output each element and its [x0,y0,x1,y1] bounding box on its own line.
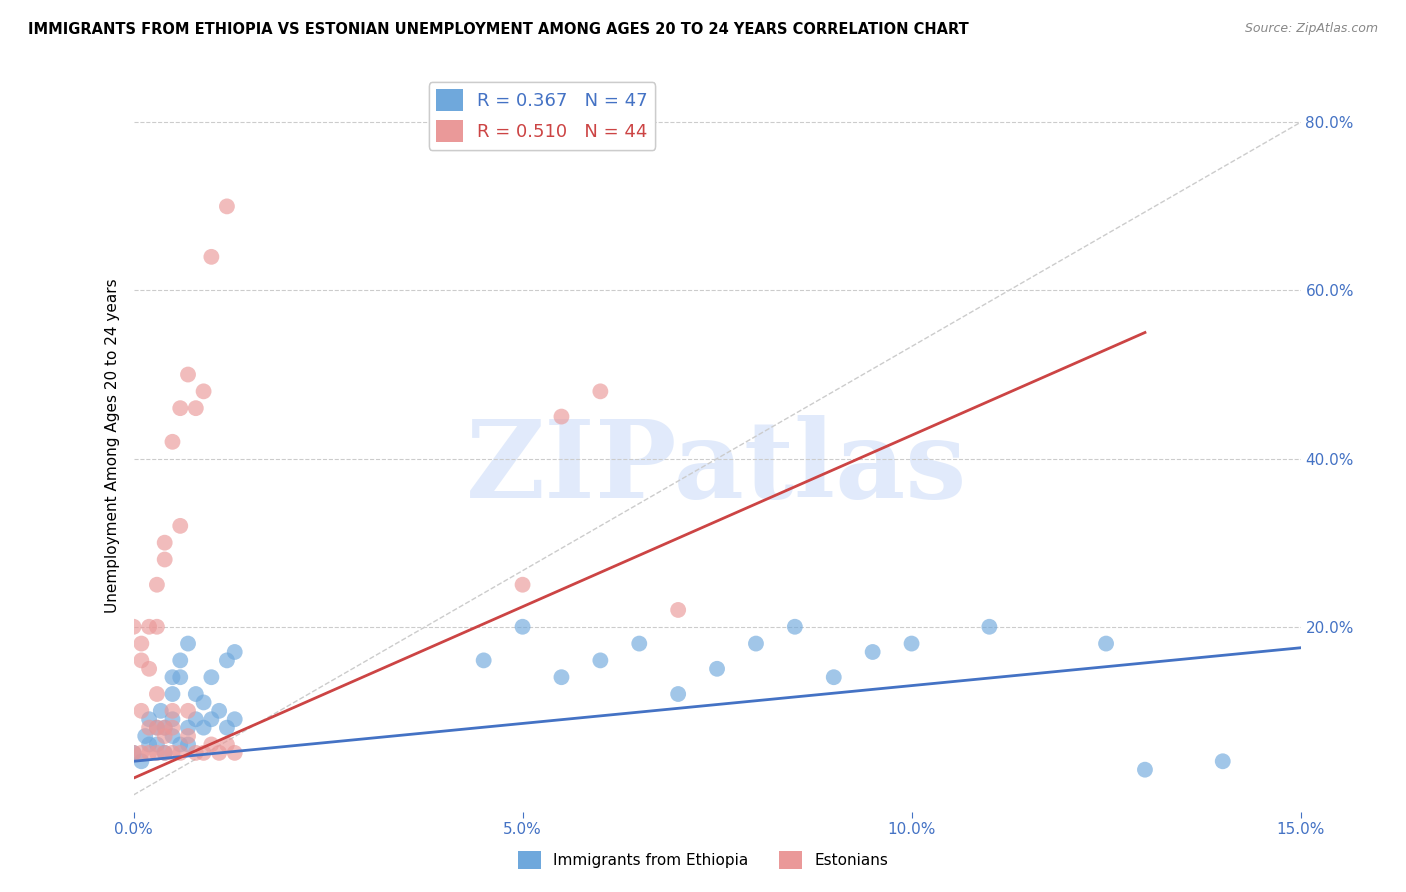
Point [153,729,176,743]
Point [589,653,612,667]
Point [138,721,160,735]
Point [184,687,207,701]
Text: Source: ZipAtlas.com: Source: ZipAtlas.com [1244,22,1378,36]
Point [224,746,246,760]
Point [122,746,145,760]
Point [745,636,768,650]
Legend: Immigrants from Ethiopia, Estonians: Immigrants from Ethiopia, Estonians [512,845,894,875]
Point [169,519,191,533]
Point [138,620,160,634]
Point [169,653,191,667]
Point [193,746,215,760]
Point [146,746,169,760]
Point [153,746,176,760]
Point [169,738,191,752]
Point [162,687,184,701]
Point [138,712,160,726]
Point [472,653,495,667]
Point [146,687,169,701]
Point [193,384,215,399]
Point [666,687,689,701]
Point [628,636,651,650]
Point [177,729,200,743]
Point [177,721,200,735]
Point [146,721,169,735]
Point [162,670,184,684]
Text: IMMIGRANTS FROM ETHIOPIA VS ESTONIAN UNEMPLOYMENT AMONG AGES 20 TO 24 YEARS CORR: IMMIGRANTS FROM ETHIOPIA VS ESTONIAN UNE… [28,22,969,37]
Point [146,578,169,592]
Point [169,746,191,760]
Point [122,620,145,634]
Point [162,721,184,735]
Point [162,434,184,449]
Point [169,401,191,416]
Point [200,738,222,752]
Point [224,645,246,659]
Point [512,620,534,634]
Point [131,636,153,650]
Point [131,754,153,768]
Point [177,738,200,752]
Point [193,695,215,709]
Text: ZIPatlas: ZIPatlas [467,415,967,521]
Point [1133,763,1156,777]
Point [900,636,922,650]
Point [184,712,207,726]
Point [1095,636,1118,650]
Point [149,704,172,718]
Point [1212,754,1234,768]
Point [153,535,176,549]
Point [200,250,222,264]
Point [153,721,176,735]
Point [215,199,238,213]
Point [224,712,246,726]
Point [177,704,200,718]
Point [200,712,222,726]
Point [177,368,200,382]
Point [153,552,176,566]
Point [208,746,231,760]
Point [134,729,156,743]
Point [162,729,184,743]
Point [979,620,1001,634]
Point [146,738,169,752]
Point [589,384,612,399]
Point [177,636,200,650]
Point [162,712,184,726]
Point [823,670,845,684]
Point [146,721,169,735]
Point [208,704,231,718]
Point [706,662,728,676]
Point [146,620,169,634]
Point [153,721,176,735]
Point [862,645,884,659]
Point [550,409,572,424]
Y-axis label: Unemployment Among Ages 20 to 24 years: Unemployment Among Ages 20 to 24 years [104,278,120,614]
Point [138,662,160,676]
Point [215,653,238,667]
Point [169,670,191,684]
Point [162,704,184,718]
Point [138,738,160,752]
Point [122,746,145,760]
Point [200,670,222,684]
Point [512,578,534,592]
Legend: R = 0.367   N = 47, R = 0.510   N = 44: R = 0.367 N = 47, R = 0.510 N = 44 [429,82,655,150]
Point [138,746,160,760]
Point [131,653,153,667]
Point [193,721,215,735]
Point [153,746,176,760]
Point [131,704,153,718]
Point [783,620,806,634]
Point [131,746,153,760]
Point [162,746,184,760]
Point [215,721,238,735]
Point [215,738,238,752]
Point [550,670,572,684]
Point [666,603,689,617]
Point [184,746,207,760]
Point [184,401,207,416]
